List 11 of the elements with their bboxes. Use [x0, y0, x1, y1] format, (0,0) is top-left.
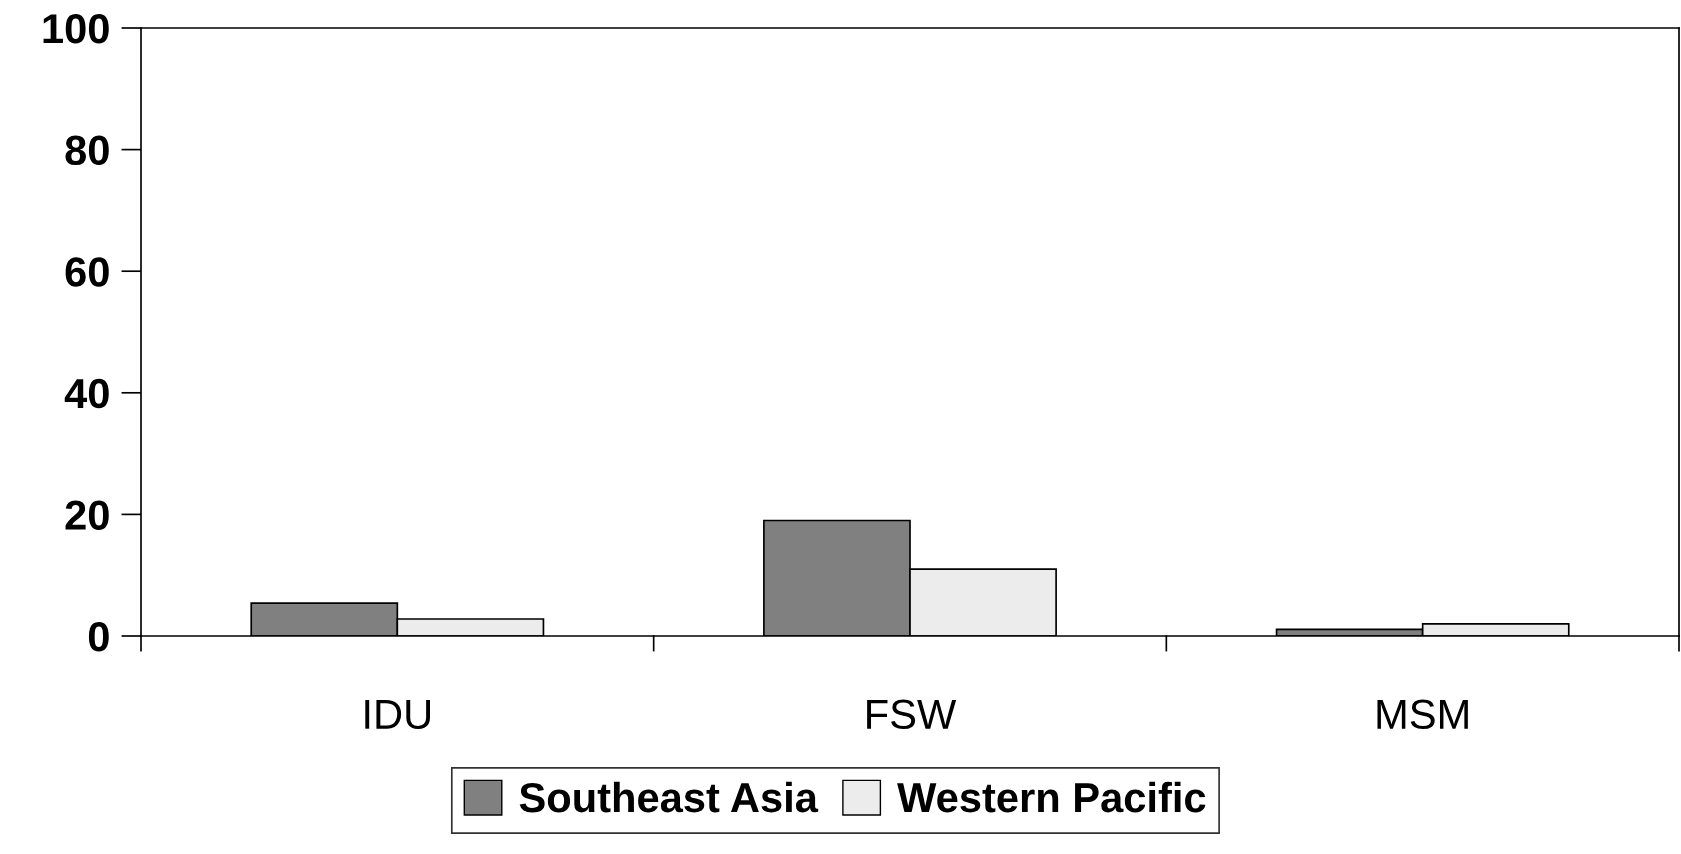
legend-label: Southeast Asia [519, 781, 819, 813]
legend-label: Western Pacific [897, 781, 1206, 813]
y-tick-label: 0 [88, 622, 109, 652]
y-tick-label: 20 [65, 500, 109, 530]
y-tick-label: 40 [64, 378, 109, 409]
y-tick-label: 100 [43, 14, 109, 44]
x-tick-label: IDU [365, 700, 430, 730]
x-tick-label: FSW [867, 699, 957, 730]
x-tick-label: MSM [1377, 699, 1468, 730]
y-tick-label: 60 [65, 257, 109, 287]
y-tick-label: 80 [65, 135, 109, 166]
